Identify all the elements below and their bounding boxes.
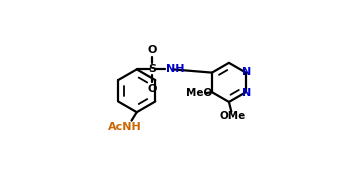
Text: AcNH: AcNH bbox=[108, 122, 141, 132]
Text: O: O bbox=[148, 84, 157, 94]
Text: MeO: MeO bbox=[186, 88, 212, 98]
Text: NH: NH bbox=[166, 64, 184, 74]
Text: S: S bbox=[148, 64, 156, 74]
Text: OMe: OMe bbox=[220, 112, 246, 122]
Text: N: N bbox=[242, 67, 252, 77]
Text: N: N bbox=[242, 88, 252, 98]
Text: O: O bbox=[148, 45, 157, 55]
